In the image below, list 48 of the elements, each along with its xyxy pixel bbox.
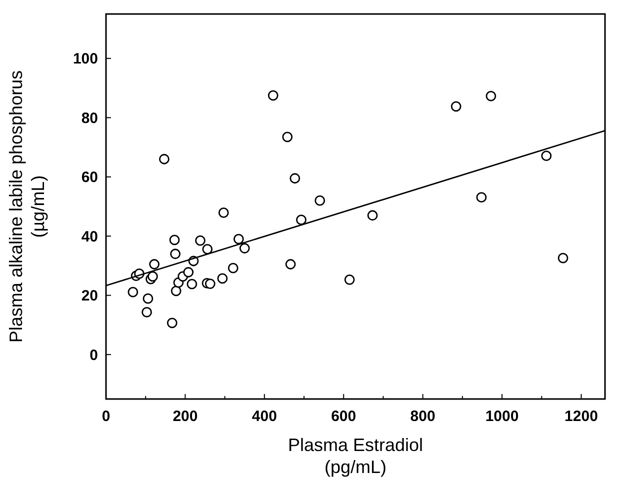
y-tick-label: 0 (90, 346, 98, 364)
point (166, 318, 178, 328)
point (195, 235, 206, 246)
point (142, 293, 154, 304)
point (233, 234, 244, 244)
x-tick-label: 800 (410, 408, 436, 425)
point (204, 278, 216, 289)
point (486, 90, 496, 102)
point (183, 267, 194, 278)
point (558, 252, 568, 264)
x-tick-label: 600 (331, 408, 356, 425)
point (367, 210, 378, 221)
point (296, 214, 306, 226)
point (128, 286, 138, 298)
point (148, 271, 158, 282)
point (285, 259, 296, 270)
point (170, 248, 181, 260)
x-tick-label: 1000 (485, 408, 519, 425)
y-tick-label: 20 (81, 288, 98, 305)
point (217, 273, 228, 284)
x-tick-label: 200 (172, 408, 198, 425)
point (476, 192, 487, 203)
point (290, 173, 300, 184)
point (268, 90, 278, 101)
point (228, 262, 238, 274)
point (541, 150, 552, 162)
y-tick-label: 100 (72, 50, 98, 68)
point (314, 195, 326, 206)
point (159, 154, 170, 164)
point (186, 278, 198, 290)
point (450, 101, 462, 112)
x-tick-label: 1200 (564, 408, 598, 425)
x-tick-label: 400 (252, 408, 277, 425)
point (170, 286, 182, 296)
point (149, 259, 160, 270)
x-axis-title: Plasma Estradiol (pg/mL) (288, 435, 424, 477)
y-tick-label: 40 (81, 228, 98, 246)
x-tick-label: 0 (102, 408, 110, 425)
point (218, 208, 229, 218)
y-tick-label: 80 (81, 110, 98, 127)
point (344, 274, 355, 285)
point (169, 234, 180, 246)
point (202, 244, 213, 254)
y-axis-title: Plasma alkaline labile phosphorus (µg/mL) (6, 70, 48, 343)
point (239, 243, 250, 254)
point (142, 307, 152, 318)
point (282, 132, 293, 142)
y-tick-label: 60 (81, 169, 98, 186)
